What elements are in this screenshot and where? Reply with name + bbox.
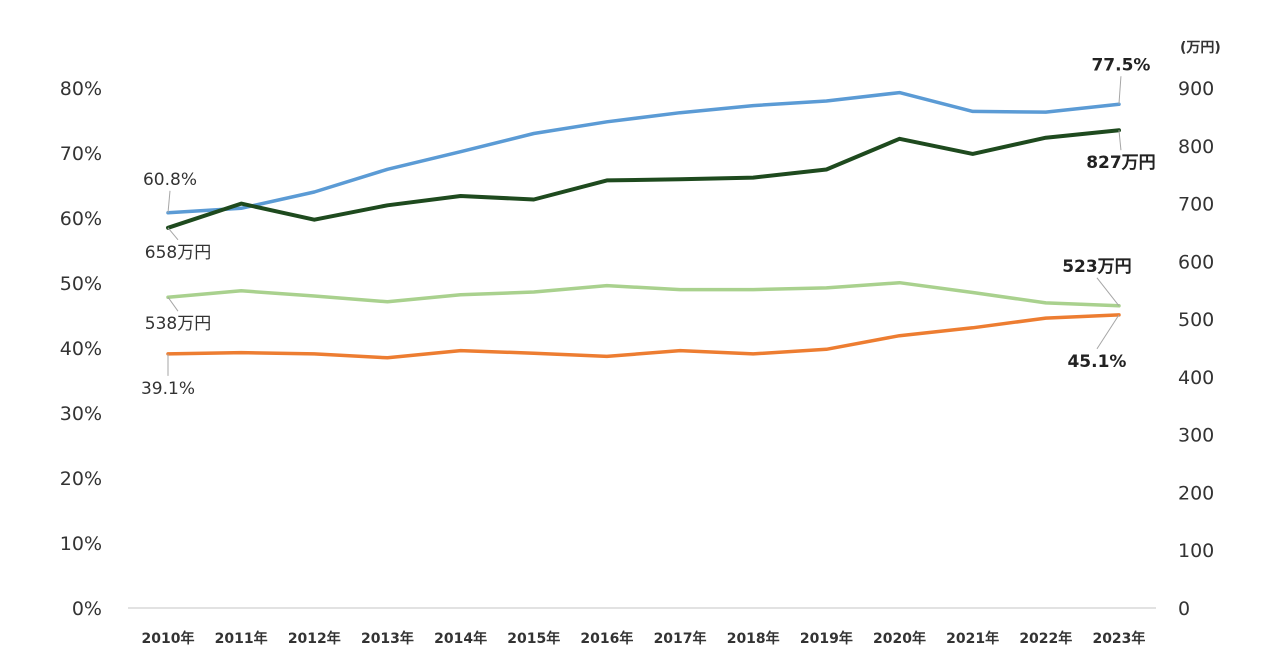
y-left-tick-label: 30% bbox=[60, 403, 102, 425]
series-line bbox=[166, 128, 1121, 230]
y-axis-right-unit: (万円) bbox=[1180, 40, 1221, 56]
series-line bbox=[166, 313, 1121, 360]
y-left-tick-label: 10% bbox=[60, 533, 102, 555]
label-leader-line bbox=[1118, 76, 1122, 105]
x-axis: 2010年 2011年 2012年 2013年 2014年 2015年 2016年 2017年… bbox=[142, 630, 1146, 647]
x-tick-label: 2013年 bbox=[361, 630, 414, 647]
series-line bbox=[166, 280, 1121, 308]
y-left-tick-label: 80% bbox=[60, 78, 102, 100]
y-left-tick-label: 40% bbox=[60, 338, 102, 360]
data-label: 39.1% bbox=[141, 379, 195, 399]
data-labels: 60.8% 77.5% 658万円 827万円 538万円 523万円 39.1% 45.1% bbox=[141, 55, 1156, 399]
label-leader-line bbox=[167, 227, 179, 241]
y-right-tick-label: 400 bbox=[1178, 367, 1214, 389]
y-left-tick-label: 60% bbox=[60, 208, 102, 230]
y-right-tick-label: 600 bbox=[1178, 251, 1214, 273]
x-tick-label: 2011年 bbox=[215, 630, 268, 647]
x-tick-label: 2012年 bbox=[288, 630, 341, 647]
series-line bbox=[166, 90, 1121, 215]
x-tick-label: 2022年 bbox=[1019, 630, 1072, 647]
series-lines bbox=[166, 90, 1121, 360]
label-leader-line bbox=[167, 296, 179, 312]
y-right-tick-label: 900 bbox=[1178, 78, 1214, 100]
x-tick-label: 2020年 bbox=[873, 630, 926, 647]
y-right-tick-label: 500 bbox=[1178, 309, 1214, 331]
y-axis-right: (万円) 0 100 200 300 400 500 600 700 800 900 bbox=[1178, 40, 1221, 620]
y-right-tick-label: 100 bbox=[1178, 540, 1214, 562]
label-leader-line bbox=[1096, 314, 1120, 350]
y-left-tick-label: 20% bbox=[60, 468, 102, 490]
label-leader-line bbox=[167, 190, 171, 213]
y-right-tick-label: 800 bbox=[1178, 136, 1214, 158]
x-tick-label: 2018年 bbox=[727, 630, 780, 647]
data-label: 658万円 bbox=[145, 243, 211, 263]
y-right-tick-label: 0 bbox=[1178, 598, 1190, 620]
data-label: 827万円 bbox=[1086, 153, 1156, 173]
y-right-tick-label: 300 bbox=[1178, 425, 1214, 447]
data-label: 45.1% bbox=[1067, 352, 1126, 372]
label-leader-line bbox=[1096, 277, 1120, 307]
y-axis-left: 0% 10% 20% 30% 40% 50% 60% 70% 80% bbox=[60, 78, 102, 620]
x-tick-label: 2014年 bbox=[434, 630, 487, 647]
x-tick-label: 2010年 bbox=[142, 630, 195, 647]
data-label: 523万円 bbox=[1062, 257, 1132, 277]
y-left-tick-label: 70% bbox=[60, 143, 102, 165]
data-label: 538万円 bbox=[145, 314, 211, 334]
x-tick-label: 2016年 bbox=[580, 630, 633, 647]
y-right-tick-label: 200 bbox=[1178, 482, 1214, 504]
y-left-tick-label: 50% bbox=[60, 273, 102, 295]
y-left-tick-label: 0% bbox=[72, 598, 102, 620]
x-tick-label: 2019年 bbox=[800, 630, 853, 647]
x-tick-label: 2015年 bbox=[507, 630, 560, 647]
y-right-tick-label: 700 bbox=[1178, 194, 1214, 216]
data-label: 77.5% bbox=[1091, 55, 1150, 75]
data-label: 60.8% bbox=[143, 170, 197, 190]
x-tick-label: 2017年 bbox=[654, 630, 707, 647]
x-tick-label: 2021年 bbox=[946, 630, 999, 647]
label-leader-line bbox=[1118, 130, 1122, 151]
x-tick-label: 2023年 bbox=[1092, 630, 1145, 647]
